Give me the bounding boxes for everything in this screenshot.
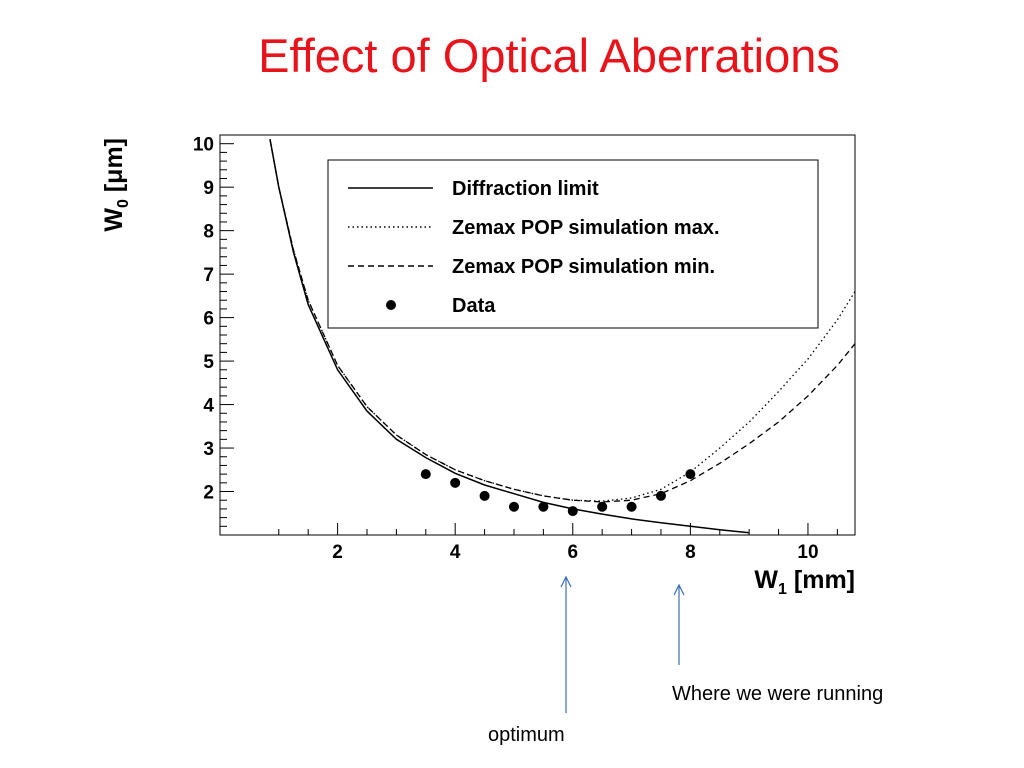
x-tick-label: 10 [797, 542, 818, 563]
optimum-label: optimum [488, 724, 565, 746]
legend-swatch-point [386, 300, 396, 310]
x-tick-label: 8 [685, 542, 696, 563]
where-we-were-running-label: Where we were running [672, 683, 884, 705]
data-point [450, 477, 461, 488]
y-tick-label: 4 [203, 396, 214, 417]
x-axis-title: W1 [mm] [754, 566, 855, 598]
y-tick-label: 5 [203, 352, 214, 373]
x-tick-label: 2 [332, 542, 343, 563]
legend-label: Diffraction limit [452, 178, 599, 200]
y-tick-label: 9 [203, 178, 214, 199]
y-tick-label: 2 [203, 483, 214, 504]
series-line-dotted [269, 139, 855, 502]
y-tick-label: 7 [203, 265, 214, 286]
data-point [538, 501, 549, 512]
legend-label: Zemax POP simulation min. [452, 256, 715, 278]
running-arrow-head [673, 583, 685, 596]
x-tick-label: 4 [450, 542, 461, 563]
data-point [626, 501, 637, 512]
data-point [567, 506, 578, 517]
data-point [420, 469, 431, 480]
slide-title: Effect of Optical Aberrations [258, 29, 840, 82]
legend-label: Zemax POP simulation max. [452, 217, 720, 239]
series-line-dashed [269, 139, 855, 503]
data-point [508, 501, 519, 512]
y-axis-title: W0 [μm] [100, 138, 132, 232]
data-point [685, 469, 696, 480]
optimum-arrow-head [560, 575, 572, 588]
data-point [655, 490, 666, 501]
y-tick-label: 10 [193, 135, 214, 156]
y-tick-label: 6 [203, 309, 214, 330]
x-tick-label: 6 [567, 542, 578, 563]
y-tick-label: 3 [203, 439, 214, 460]
y-tick-label: 8 [203, 222, 214, 243]
series-line-solid [269, 139, 750, 534]
legend-label: Data [452, 295, 496, 317]
data-point [597, 501, 608, 512]
data-point [479, 490, 490, 501]
